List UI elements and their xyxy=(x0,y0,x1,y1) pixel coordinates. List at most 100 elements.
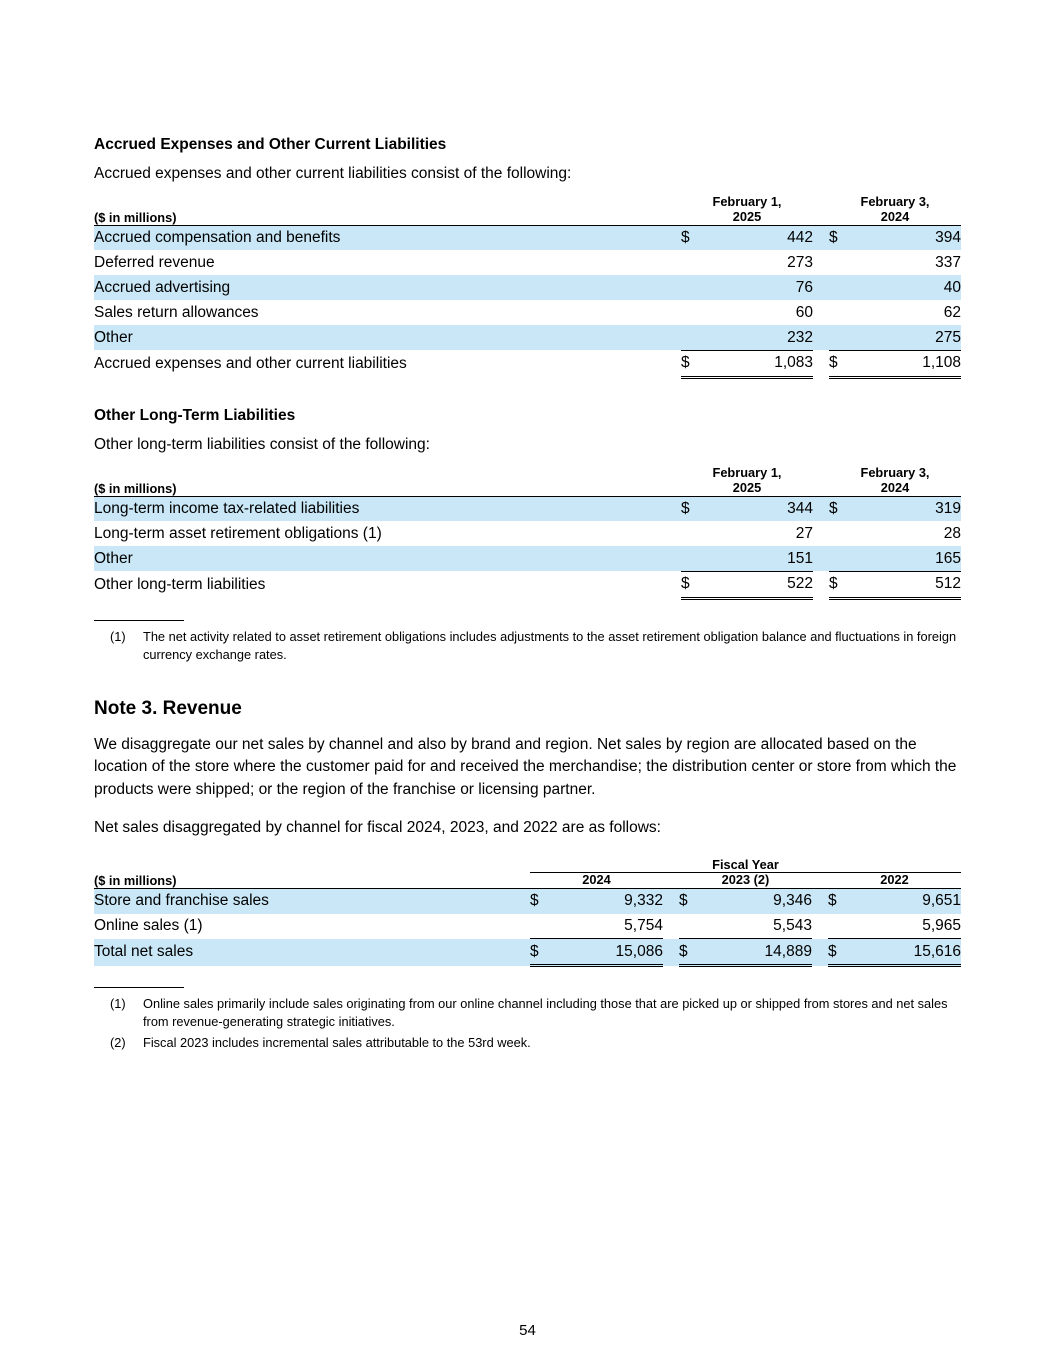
value-cell: 40 xyxy=(855,275,961,301)
dollar-sign xyxy=(829,300,855,325)
dollar-sign: $ xyxy=(829,349,855,379)
dollar-sign: $ xyxy=(529,888,558,914)
value-cell: 9,346 xyxy=(706,888,812,914)
row-label: Accrued compensation and benefits xyxy=(94,225,681,251)
value-cell: 442 xyxy=(707,225,813,251)
dollar-sign xyxy=(829,325,855,351)
value-cell: 60 xyxy=(795,303,813,321)
value-cell: 1,083 xyxy=(707,349,813,379)
row-label: Other xyxy=(94,325,681,351)
col-gap xyxy=(812,914,828,939)
col-header-feb-2024: February 3, 2024 xyxy=(829,466,961,497)
footnote: (1) The net activity related to asset re… xyxy=(94,628,961,664)
table-row: Accrued advertising 76 40 xyxy=(94,275,961,301)
dollar-sign xyxy=(681,546,707,572)
col-gap xyxy=(813,350,829,377)
col-header-2023: 2023 (2) xyxy=(678,873,812,890)
row-label: Long-term asset retirement obligations (… xyxy=(94,524,382,542)
value-cell: 5,965 xyxy=(922,916,961,934)
table-total-row: Total net sales $ 15,086 $ 14,889 $ 15,6… xyxy=(94,938,961,968)
table-group-header-row: Fiscal Year xyxy=(94,857,961,874)
revenue-note-section: Note 3. Revenue We disaggregate our net … xyxy=(94,698,961,1052)
value-cell: 28 xyxy=(943,524,961,542)
blank-cell xyxy=(94,857,530,873)
value-cell: 151 xyxy=(707,546,813,572)
dollar-sign: $ xyxy=(681,349,707,379)
dollar-sign: $ xyxy=(681,496,707,522)
col-gap xyxy=(811,872,828,890)
col-gap xyxy=(813,571,829,598)
col-gap xyxy=(813,325,829,351)
table-row: Accrued compensation and benefits $ 442 … xyxy=(94,225,961,251)
dollar-sign: $ xyxy=(678,938,707,968)
row-label: Other xyxy=(94,546,681,572)
row-label: Other long-term liabilities xyxy=(94,575,266,593)
dollar-sign xyxy=(681,521,707,546)
row-label: Store and franchise sales xyxy=(94,888,530,914)
note-paragraph: We disaggregate our net sales by channel… xyxy=(94,735,957,798)
dollar-sign xyxy=(681,275,707,301)
footnote-number: (2) xyxy=(110,1034,126,1050)
table-row: Other 151 165 xyxy=(94,546,961,572)
col-header-feb-2024: February 3, 2024 xyxy=(829,195,961,226)
dollar-sign xyxy=(829,521,855,546)
value-cell: 9,651 xyxy=(855,888,961,914)
table-row: Other 232 275 xyxy=(94,325,961,351)
value-cell: 512 xyxy=(855,570,961,600)
value-cell: 273 xyxy=(787,253,813,271)
value-cell: 165 xyxy=(855,546,961,572)
value-cell: 344 xyxy=(707,496,813,522)
value-cell: 62 xyxy=(943,303,961,321)
row-label: Total net sales xyxy=(94,938,530,966)
footnote-text: The net activity related to asset retire… xyxy=(143,628,957,662)
dollar-sign: $ xyxy=(829,496,855,522)
table-row: Sales return allowances 60 62 xyxy=(94,300,961,325)
dollar-sign xyxy=(681,300,707,325)
long-term-liabilities-table: ($ in millions) February 1, 2025 Februar… xyxy=(94,466,961,600)
unit-label: ($ in millions) xyxy=(94,466,681,497)
table-total-row: Accrued expenses and other current liabi… xyxy=(94,349,961,379)
section-intro: Accrued expenses and other current liabi… xyxy=(94,165,572,182)
value-cell: 337 xyxy=(935,253,961,271)
table-header-row: ($ in millions) February 1, 2025 Februar… xyxy=(94,466,961,497)
col-gap xyxy=(813,466,829,497)
table-row: Online sales (1) 5,754 5,543 5,965 xyxy=(94,914,961,939)
section-heading: Other Long-Term Liabilities xyxy=(94,406,296,424)
net-sales-by-channel-table: Fiscal Year ($ in millions) 2024 2023 (2… xyxy=(94,857,961,968)
value-cell: 14,889 xyxy=(706,938,812,968)
section-spacer xyxy=(94,379,961,407)
accrued-expenses-section: Accrued Expenses and Other Current Liabi… xyxy=(94,136,961,379)
row-label: Online sales (1) xyxy=(94,917,203,935)
col-gap xyxy=(813,300,829,325)
col-header-feb-2025: February 1, 2025 xyxy=(681,195,813,226)
col-gap xyxy=(662,938,679,966)
dollar-sign: $ xyxy=(827,938,856,968)
fiscal-year-group-header: Fiscal Year xyxy=(529,857,961,874)
col-gap xyxy=(811,888,828,914)
dollar-sign: $ xyxy=(827,888,856,914)
col-gap xyxy=(813,275,829,301)
dollar-sign: $ xyxy=(681,570,707,600)
row-label: Accrued advertising xyxy=(94,275,681,301)
dollar-sign xyxy=(681,250,707,275)
col-gap xyxy=(813,496,829,522)
dollar-sign xyxy=(681,325,707,351)
table-header-row: ($ in millions) 2024 2023 (2) 2022 xyxy=(94,872,961,890)
footnote-number: (1) xyxy=(110,996,126,1012)
col-gap xyxy=(662,888,679,914)
dollar-sign: $ xyxy=(529,938,558,968)
accrued-expenses-table: ($ in millions) February 1, 2025 Februar… xyxy=(94,195,961,379)
col-header-feb-2025: February 1, 2025 xyxy=(681,466,813,497)
footnote-divider xyxy=(94,987,184,989)
value-cell: 394 xyxy=(855,225,961,251)
value-cell: 27 xyxy=(795,524,813,542)
footnote: (2) Fiscal 2023 includes incremental sal… xyxy=(94,1034,961,1052)
footnote-text: Online sales primarily include sales ori… xyxy=(143,996,948,1030)
dollar-sign: $ xyxy=(681,225,707,251)
footnote-divider xyxy=(94,619,184,621)
value-cell: 15,616 xyxy=(855,938,961,968)
col-gap xyxy=(813,521,829,546)
value-cell: 76 xyxy=(707,275,813,301)
footnote-number: (1) xyxy=(110,628,126,644)
note-heading: Note 3. Revenue xyxy=(94,697,242,719)
